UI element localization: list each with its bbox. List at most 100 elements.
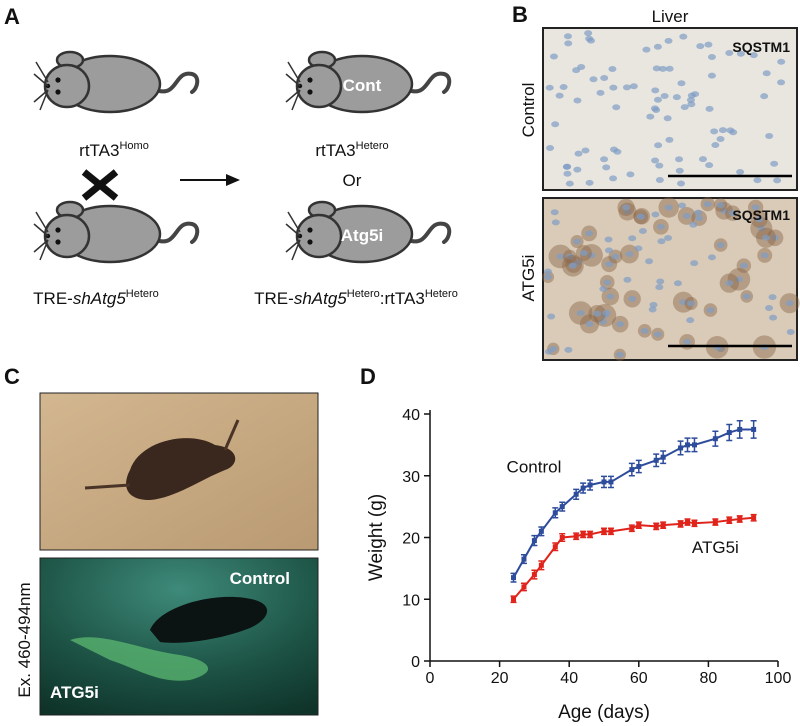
stain-label: SQSTM1 [732, 207, 790, 223]
panel-letter: B [512, 2, 528, 27]
nucleus [679, 33, 688, 40]
data-point [653, 523, 659, 529]
nucleus [584, 30, 593, 37]
nucleus [600, 156, 609, 163]
nucleus [651, 157, 660, 164]
nucleus [622, 204, 631, 211]
nucleus [576, 310, 585, 317]
genotype-text: TRE- [33, 289, 73, 308]
nucleus [638, 227, 647, 234]
nucleus [649, 301, 658, 308]
nucleus [707, 254, 716, 261]
nucleus [769, 314, 778, 321]
nucleus [585, 179, 594, 186]
nucleus [565, 253, 574, 260]
nucleus [573, 166, 582, 173]
genotype-text: TRE- [254, 289, 294, 308]
nucleus [585, 230, 594, 237]
nucleus [736, 169, 745, 176]
genotype-gene: shAtg5 [294, 289, 347, 308]
nucleus [611, 253, 620, 260]
data-point [531, 538, 537, 544]
nucleus [563, 170, 572, 177]
nucleus [544, 274, 553, 281]
nucleus [736, 50, 745, 57]
nucleus [626, 171, 635, 178]
stain-label: SQSTM1 [732, 39, 790, 55]
nucleus [753, 177, 762, 184]
nucleus [698, 156, 707, 163]
nucleus [604, 236, 613, 243]
nucleus [568, 262, 577, 269]
nucleus [629, 83, 638, 90]
data-point [737, 516, 743, 522]
photo-label: ATG5i [50, 683, 99, 702]
y-tick-label: 20 [402, 531, 420, 548]
histology [542, 27, 800, 361]
data-point [511, 575, 517, 581]
nucleus [725, 280, 734, 287]
genotype: TRE-shAtg5Hetero [33, 288, 159, 308]
nucleus [573, 97, 582, 104]
nucleus [615, 351, 624, 358]
nucleus [716, 242, 725, 249]
nucleus [755, 216, 764, 223]
nucleus [679, 299, 688, 306]
nucleus [704, 41, 713, 48]
nucleus [680, 104, 689, 111]
data-point [685, 519, 691, 525]
nucleus [683, 338, 692, 345]
genotype-text: rtTA3 [79, 141, 119, 160]
nucleus [562, 163, 571, 170]
nucleus [642, 46, 651, 53]
data-point [712, 519, 718, 525]
nucleus [703, 201, 712, 208]
nucleus [654, 142, 663, 149]
series-label: Control [507, 458, 562, 477]
nucleus [777, 58, 786, 65]
data-point [636, 522, 642, 528]
y-tick-label: 30 [402, 469, 420, 486]
nucleus [574, 259, 583, 266]
nucleus [544, 268, 553, 275]
nucleus [640, 327, 649, 334]
chart: 0 20 40 60 80 100 0 10 20 30 40 Age (days) Weight (g… [366, 407, 791, 723]
nucleus [682, 212, 691, 219]
nucleus [653, 331, 662, 338]
nucleus [577, 64, 586, 71]
mouse-tail [84, 419, 240, 490]
y-tick-label: 0 [411, 654, 420, 671]
nucleus [598, 318, 607, 325]
series-label: ATG5i [692, 538, 739, 557]
nucleus [675, 167, 684, 174]
nucleus [751, 204, 760, 211]
nucleus [672, 94, 681, 101]
nucleus [612, 104, 621, 111]
nucleus [645, 258, 654, 265]
mouse-label: Atg5i [341, 226, 384, 245]
nucleus [602, 309, 611, 316]
nucleus [604, 247, 613, 254]
nucleus [765, 133, 774, 140]
nucleus [545, 84, 554, 91]
nucleus [716, 136, 725, 143]
nucleus [665, 65, 674, 72]
data-point [636, 463, 642, 469]
nucleus [718, 127, 727, 134]
nucleus [664, 37, 673, 44]
nucleus [665, 136, 674, 143]
data-point [552, 510, 558, 516]
nucleus [551, 219, 560, 226]
nucleus [646, 113, 655, 120]
nucleus [653, 96, 662, 103]
nucleus [596, 89, 605, 96]
genotype-sup: Hetero [356, 140, 389, 152]
nucleus [771, 234, 780, 241]
data-point [559, 504, 565, 510]
nucleus [579, 250, 588, 257]
nucleus [608, 65, 617, 72]
nucleus [706, 307, 715, 314]
mouse-icon [32, 50, 200, 114]
genotype: TRE-shAtg5Hetero:rtTA3Hetero [254, 288, 458, 308]
nucleus [625, 251, 634, 258]
